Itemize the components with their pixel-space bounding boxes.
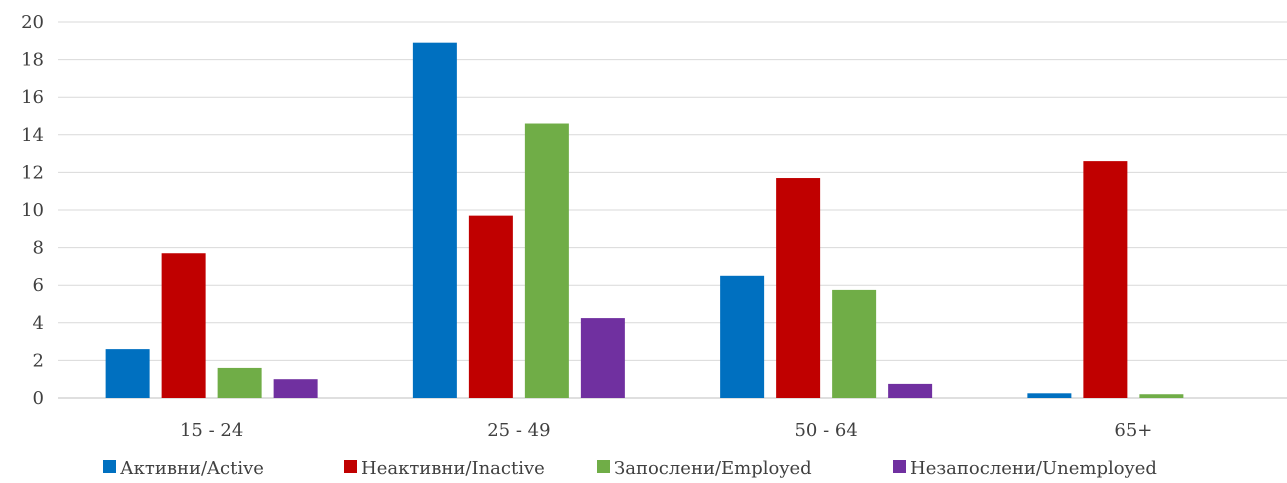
legend-swatch (893, 460, 906, 473)
bar (468, 215, 513, 398)
y-tick-label: 12 (21, 162, 44, 183)
legend-swatch (597, 460, 610, 473)
legend-label: Запослени/Employed (614, 458, 812, 479)
bar (720, 275, 765, 398)
bar (776, 178, 821, 398)
legend-label: Активни/Active (120, 458, 264, 479)
y-tick-label: 0 (33, 388, 44, 409)
x-axis-ticks: 15 - 24 25 - 49 50 - 64 65+ (180, 420, 1152, 441)
bar (580, 318, 625, 398)
bar (888, 383, 933, 398)
bar (412, 42, 457, 399)
legend: Активни/Active Неактивни/Inactive Запослен… (103, 458, 1157, 479)
bar (1083, 161, 1128, 398)
bar (1027, 393, 1072, 398)
y-axis-ticks: 0 2 4 6 8 10 12 14 16 18 20 (21, 12, 44, 409)
legend-label: Неактивни/Inactive (361, 458, 545, 479)
legend-label: Незапослени/Unemployed (910, 458, 1157, 479)
gridlines (58, 21, 1287, 399)
x-tick-label: 65+ (1114, 420, 1152, 441)
bar (832, 289, 877, 398)
bar (273, 379, 318, 398)
x-tick-label: 50 - 64 (794, 420, 857, 441)
bar (161, 253, 206, 398)
bar (105, 349, 150, 398)
y-tick-label: 14 (21, 125, 44, 146)
y-tick-label: 18 (21, 50, 44, 71)
legend-swatch (344, 460, 357, 473)
y-tick-label: 2 (33, 350, 44, 371)
bar (1139, 394, 1184, 398)
y-tick-label: 6 (33, 275, 44, 296)
y-tick-label: 8 (33, 238, 44, 259)
bar (524, 123, 569, 399)
y-tick-label: 10 (21, 200, 44, 221)
y-tick-label: 16 (21, 87, 44, 108)
x-tick-label: 25 - 49 (487, 420, 550, 441)
legend-swatch (103, 460, 116, 473)
y-tick-label: 20 (21, 12, 44, 33)
y-tick-label: 4 (33, 313, 44, 334)
bars (105, 42, 1184, 399)
bar (217, 367, 262, 398)
x-tick-label: 15 - 24 (180, 420, 243, 441)
